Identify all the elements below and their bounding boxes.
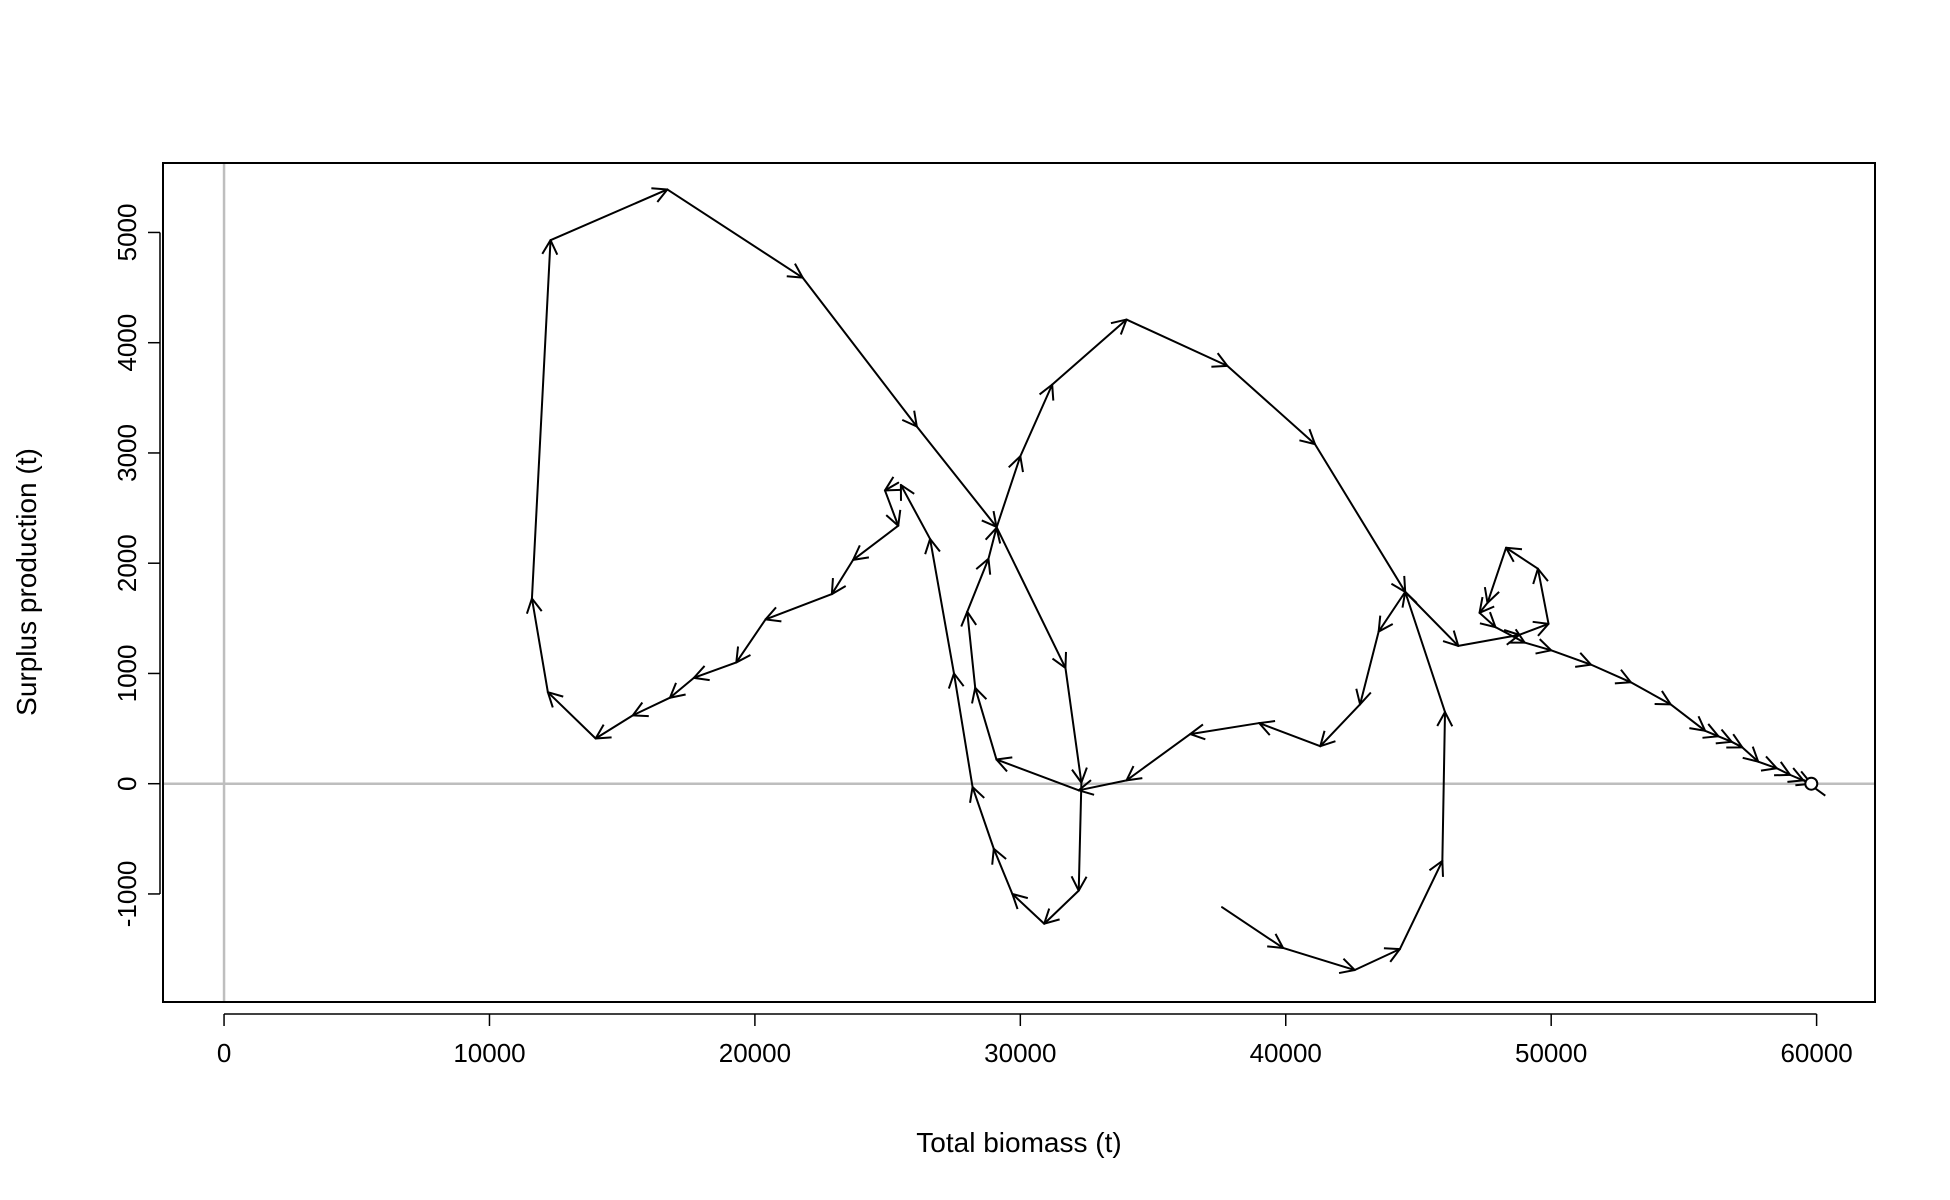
trajectory-segment (1441, 711, 1447, 862)
trajectory-segment (1404, 590, 1447, 714)
x-tick-label: 10000 (453, 1038, 525, 1068)
y-tick-label: 3000 (112, 424, 142, 482)
trajectory-segment (594, 714, 634, 740)
trajectory-segment (1125, 733, 1192, 782)
y-tick-label: 1000 (112, 645, 142, 703)
trajectory-segment (1319, 703, 1362, 748)
trajectory-segment (971, 786, 995, 850)
y-tick-label: 2000 (112, 534, 142, 592)
reference-lines (163, 163, 1875, 1002)
trajectory-segment (1704, 729, 1720, 738)
trajectory-segment (1282, 946, 1356, 972)
x-tick-label: 30000 (984, 1038, 1056, 1068)
arrowhead (899, 483, 915, 501)
x-tick-label: 60000 (1780, 1038, 1852, 1068)
trajectory-segment (1221, 906, 1285, 949)
trajectory-segment (915, 425, 998, 528)
y-tick-label: 5000 (112, 204, 142, 262)
trajectory-segment (1404, 590, 1460, 647)
trajectory-segment (1518, 622, 1550, 636)
trajectory-segment (929, 537, 955, 675)
trajectory-segment (631, 696, 671, 717)
x-tick-label: 20000 (719, 1038, 791, 1068)
trajectory-segment (764, 593, 833, 621)
trajectory-segment (1258, 722, 1322, 748)
trajectory-segment (546, 691, 597, 740)
trajectory-segment (1019, 383, 1054, 458)
trajectory-segment (995, 525, 1067, 669)
trajectory-segment (1669, 703, 1707, 732)
y-axis-title: Surplus production (t) (11, 448, 42, 716)
trajectory-segment (852, 524, 900, 561)
trajectory-segment (1478, 611, 1497, 629)
trajectory-segment (1523, 641, 1553, 652)
plot-frame (162, 162, 1876, 1003)
y-tick-label: -1000 (112, 861, 142, 928)
end-point-marker (1804, 776, 1819, 791)
trajectory-segment (899, 483, 932, 540)
trajectory-segment (1494, 626, 1526, 644)
trajectory-segment (987, 526, 998, 560)
trajectory-segment (995, 455, 1022, 529)
trajectory-segment (1457, 633, 1521, 647)
trajectory-segment (1077, 779, 1128, 792)
x-tick-label: 50000 (1515, 1038, 1587, 1068)
trajectory-segment (992, 847, 1014, 895)
trajectory-segment (1789, 773, 1805, 782)
trajectory-segment (668, 676, 695, 699)
trajectory-segment (1064, 666, 1083, 784)
trajectory-1 (960, 318, 1826, 975)
trajectory-segment (1189, 722, 1261, 736)
trajectory-segment (1741, 746, 1760, 763)
trajectory-segment (1505, 546, 1539, 570)
trajectory-segment (530, 239, 552, 600)
trajectory-segment (801, 276, 918, 428)
trajectory-segment (1717, 735, 1733, 743)
trajectory-segment (1589, 663, 1632, 684)
trajectory-segment (549, 188, 669, 242)
trajectory-segment (883, 481, 900, 492)
trajectory-segment (1051, 318, 1128, 386)
trajectory-segment (1486, 546, 1508, 604)
trajectory-segment (966, 610, 977, 689)
trajectory-segment (1775, 767, 1792, 776)
x-tick-label: 0 (217, 1038, 231, 1068)
trajectory-segment (974, 686, 998, 761)
y-axis: -1000 0 1000 2000 3000 4000 5000 (112, 204, 161, 928)
trajectory-segment (1011, 892, 1046, 925)
trajectory-series (525, 187, 1826, 975)
trajectory-2 (525, 187, 1088, 925)
trajectory-segment (1377, 590, 1407, 633)
trajectory-segment (692, 661, 738, 679)
trajectory-segment (1077, 781, 1083, 892)
y-tick-label: 0 (112, 776, 142, 790)
trajectory-segment (995, 758, 1080, 792)
trajectory-segment (1226, 364, 1316, 446)
trajectory-segment (1125, 318, 1229, 367)
y-tick-label: 4000 (112, 314, 142, 372)
x-axis-title: Total biomass (t) (916, 1127, 1121, 1158)
trajectory-segment (1398, 859, 1444, 951)
trajectory-segment (1313, 443, 1407, 593)
x-tick-label: 40000 (1250, 1038, 1322, 1068)
trajectory-segment (735, 618, 767, 664)
trajectory-segment (830, 558, 855, 596)
trajectory-segment (1043, 889, 1080, 925)
trajectory-segment (883, 489, 900, 527)
trajectory-segment (1359, 630, 1380, 706)
trajectory-segment (1550, 649, 1592, 666)
trajectory-segment (1536, 567, 1550, 625)
trajectory-segment (952, 672, 974, 789)
trajectory-segment (1353, 948, 1401, 972)
trajectory-segment (966, 557, 990, 613)
x-axis: 0 10000 20000 30000 40000 50000 60000 (217, 1013, 1853, 1068)
trajectory-segment (1629, 681, 1672, 706)
trajectory-segment (666, 188, 804, 279)
trajectory-segment (1757, 760, 1778, 770)
trajectory-segment (530, 597, 549, 694)
